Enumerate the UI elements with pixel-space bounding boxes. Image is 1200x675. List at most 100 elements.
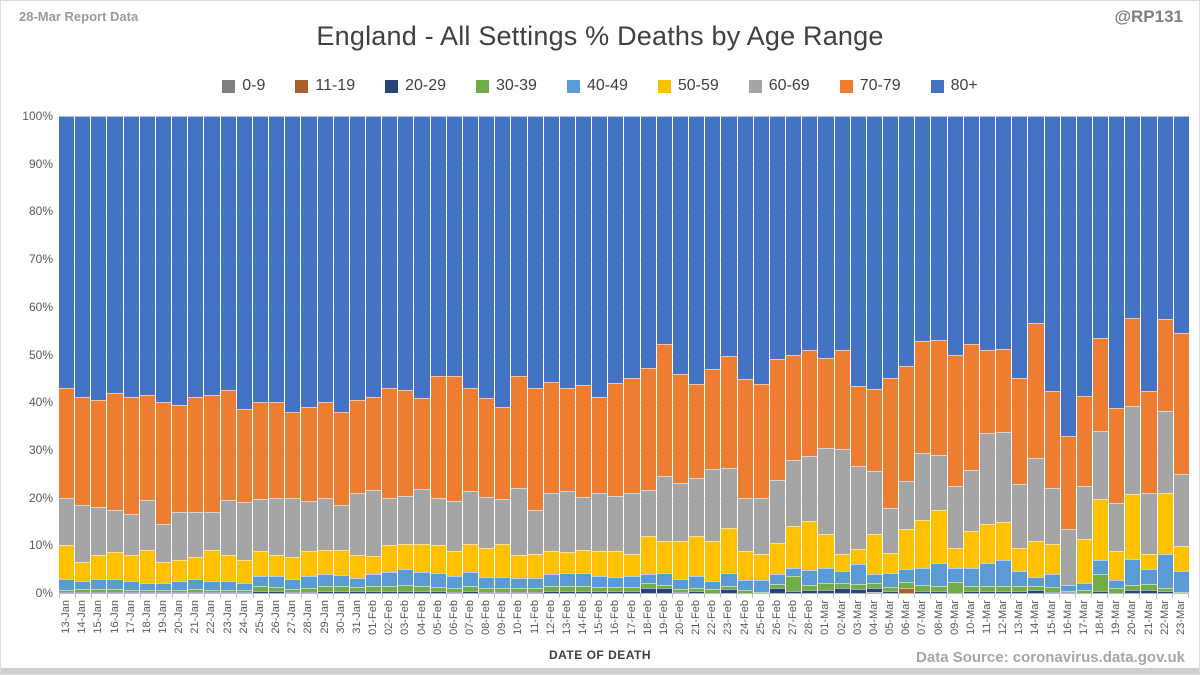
bar-segment-80+ [446, 116, 462, 377]
x-tick-label-text: 22-Mar [1158, 600, 1171, 635]
bar-segment-20-29 [559, 591, 575, 593]
bar-segment-70-79 [979, 350, 996, 433]
x-tick-label: 16-Mar [1061, 600, 1076, 652]
bar-segment-40-49 [753, 580, 769, 592]
bar-09-Mar [947, 116, 963, 593]
bar-segment-50-59 [398, 543, 414, 570]
x-tick-label: 19-Jan [156, 600, 171, 652]
x-tick-label-text: 14-Mar [1029, 600, 1042, 635]
bar-segment-70-79 [204, 395, 220, 512]
bar-segment-50-59 [979, 524, 996, 563]
bar-segment-70-79 [462, 387, 479, 491]
bar-segment-30-39 [963, 585, 979, 591]
bar-segment-70-79 [818, 357, 834, 448]
bar-segment-20-29 [608, 591, 624, 593]
bar-segment-30-39 [915, 585, 931, 591]
x-tick [592, 594, 609, 598]
x-tick [866, 594, 883, 598]
bar-27-Feb [786, 116, 802, 593]
x-tick-label: 13-Jan [59, 600, 74, 652]
bar-segment-30-39 [414, 585, 430, 591]
bar-segment-50-59 [753, 553, 769, 581]
bar-segment-50-59 [91, 554, 107, 579]
bar-segment-50-59 [850, 549, 866, 565]
bar-segment-80+ [349, 116, 365, 400]
x-tick-label-text: 22-Feb [706, 600, 719, 635]
legend-item-30-39: 30-39 [476, 77, 537, 95]
bar-segment-40-49 [1141, 569, 1157, 584]
bar-segment-40-49 [1028, 576, 1044, 586]
bar-segment-40-49 [107, 578, 123, 590]
y-tick-label: 0% [35, 586, 53, 600]
bar-segment-60-69 [866, 470, 882, 535]
x-tick-label: 23-Jan [221, 600, 236, 652]
x-tick [350, 594, 367, 598]
bar-segment-50-59 [689, 536, 705, 577]
bar-segment-50-59 [107, 552, 123, 579]
x-tick-label-text: 06-Mar [900, 600, 913, 635]
x-tick [737, 594, 754, 598]
bar-segment-80+ [317, 116, 333, 403]
bar-segment-70-79 [608, 383, 624, 497]
bar-segment-70-79 [1157, 319, 1173, 411]
x-tick [108, 594, 125, 598]
x-tick [1140, 594, 1157, 598]
bar-segment-30-39 [317, 585, 333, 591]
bar-segment-30-39 [398, 584, 414, 591]
bar-segment-20-29 [640, 587, 656, 593]
bar-28-Jan [301, 116, 317, 593]
bar-segment-70-79 [269, 402, 285, 498]
x-tick [963, 594, 980, 598]
bar-30-Jan [333, 116, 349, 593]
x-tick-label: 03-Mar [851, 600, 866, 652]
bar-segment-50-59 [737, 551, 753, 580]
x-tick-label-text: 22-Jan [205, 600, 218, 634]
bar-segment-60-69 [640, 489, 656, 537]
x-tick-label: 17-Feb [624, 600, 639, 652]
x-tick-label: 05-Mar [883, 600, 898, 652]
x-tick-label-text: 07-Mar [916, 600, 929, 635]
bar-segment-30-39 [1141, 583, 1157, 590]
bar-segment-30-39 [365, 585, 382, 591]
x-tick [705, 594, 722, 598]
bar-segment-80+ [834, 116, 850, 351]
bar-segment-70-79 [576, 385, 592, 498]
x-tick-label: 19-Feb [657, 600, 672, 652]
bar-segment-30-39 [640, 582, 656, 588]
bar-segment-80+ [802, 116, 818, 350]
bar-05-Feb [430, 116, 446, 593]
bar-segment-30-39 [947, 581, 963, 593]
bar-segment-20-29 [576, 590, 592, 593]
bar-segment-20-29 [721, 589, 737, 593]
bar-segment-50-59 [188, 557, 204, 579]
x-tick [818, 594, 834, 598]
bar-segment-20-29 [91, 591, 107, 593]
bar-segment-80+ [139, 116, 155, 396]
x-tick-label-text: 20-Feb [674, 600, 687, 635]
bar-segment-60-69 [882, 507, 899, 553]
bar-segment-80+ [1060, 116, 1076, 437]
bar-segment-40-49 [1093, 559, 1109, 574]
x-tick-label: 24-Feb [738, 600, 753, 652]
bar-segment-30-39 [1109, 588, 1125, 593]
bar-segment-20-29 [333, 590, 349, 593]
bar-segment-80+ [721, 116, 737, 356]
bar-segment-60-69 [252, 499, 269, 552]
bar-segment-70-79 [430, 376, 446, 498]
bar-segment-70-79 [786, 354, 802, 460]
bar-segment-60-69 [802, 456, 818, 521]
x-tick-label-text: 23-Jan [221, 600, 234, 634]
bar-segment-70-79 [527, 387, 543, 510]
x-tick-label: 18-Jan [140, 600, 155, 652]
bar-segment-40-49 [672, 579, 689, 590]
x-tick-label-text: 23-Feb [722, 600, 735, 635]
bar-21-Mar [1141, 116, 1157, 593]
bar-segment-40-49 [349, 577, 365, 588]
legend-label: 0-9 [242, 77, 266, 94]
bar-segment-40-49 [915, 567, 931, 586]
y-tick-label: 30% [28, 442, 53, 457]
bar-23-Jan [220, 116, 236, 593]
bar-segment-80+ [608, 116, 624, 384]
x-tick-label-text: 11-Mar [980, 600, 993, 635]
legend-label: 50-59 [677, 77, 719, 94]
